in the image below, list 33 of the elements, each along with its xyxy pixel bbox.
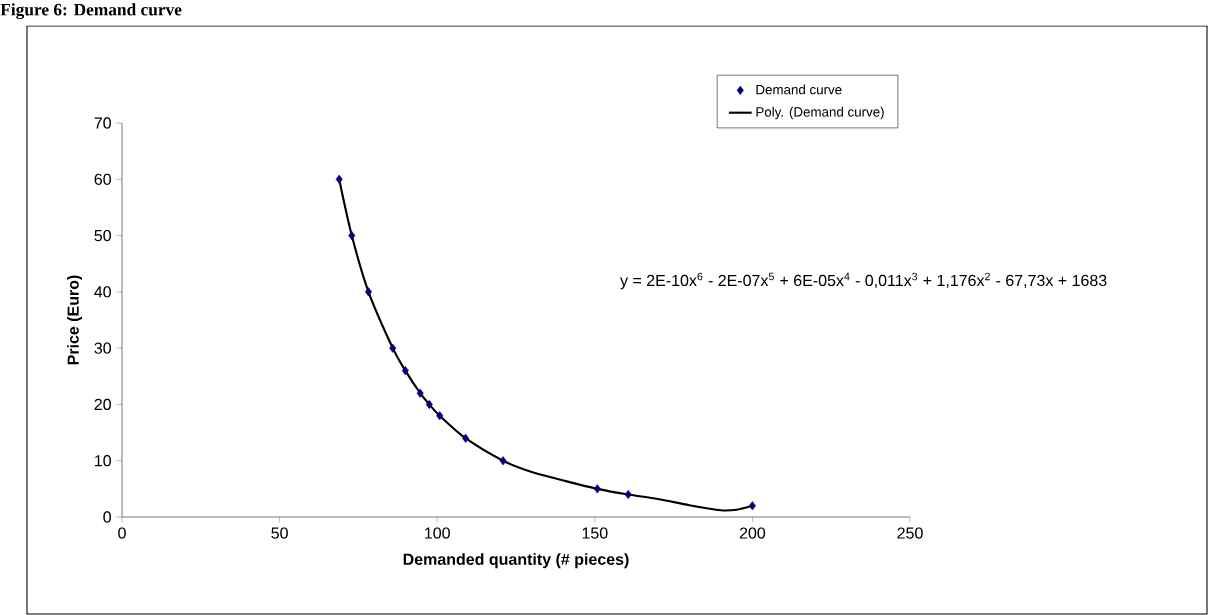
y-tick-label: 40 [94,286,111,298]
y-tick-label: 0 [103,511,111,523]
x-tick-label: 100 [425,527,450,539]
legend-label: Demand curve [756,84,842,95]
point [425,399,433,409]
point [593,484,601,494]
y-tick-label: 60 [94,173,111,185]
point [365,287,372,297]
y-tick-label: 50 [94,229,111,242]
point [462,433,470,443]
text: y = 2E-10x$^{6}$ - 2E-07x$^{5}$ + 6E-05x$^{4}$ - 0,011x$^{3}$ + 1,176x$^{2}$ - 67,73x + 1683 [620,272,1107,290]
y-tick-label: 30 [94,342,111,354]
point [624,489,632,500]
y-tick-label: 10 [95,455,111,467]
x-tick-label: 150 [582,527,608,539]
y-tick-label: 70 [94,117,111,129]
chart-title: Figure 6: Demand curve [0,3,182,20]
point [436,411,444,421]
legend-label: Poly. (Demand curve) [756,106,884,120]
point [348,231,356,241]
point [499,456,507,466]
x-tick-label: 50 [271,527,288,539]
x-tick-label: 250 [897,527,923,539]
x-tick-label: 200 [739,527,766,539]
point [389,343,397,353]
point [401,366,409,376]
y-tick-label: 20 [94,398,111,411]
point [416,388,424,398]
x-axis-title: Demanded quantity (# pieces) [403,553,629,569]
point [748,501,756,511]
x-tick-label: 0 [118,527,126,539]
y-axis-title: Price (Euro) [67,275,82,365]
point [335,174,343,184]
